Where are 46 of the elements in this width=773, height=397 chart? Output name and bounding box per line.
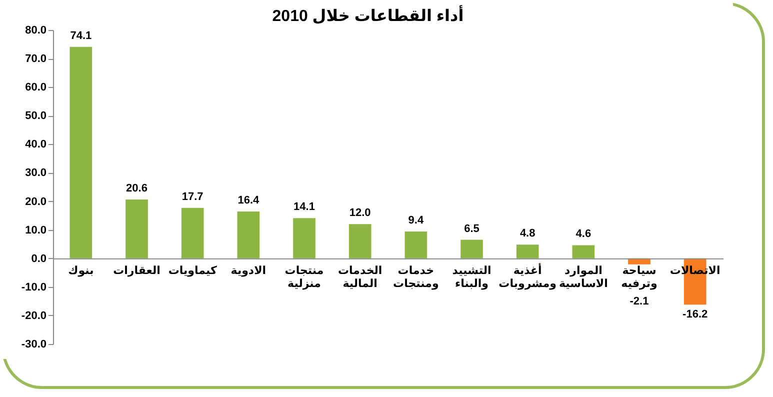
data-label: -2.1 xyxy=(630,295,649,308)
y-tick-label: -20.0 xyxy=(21,310,46,322)
y-tick-label: 0.0 xyxy=(31,252,46,265)
data-label: 20.6 xyxy=(126,182,148,195)
bar xyxy=(181,208,204,258)
data-label: 4.8 xyxy=(520,228,536,240)
x-tick-label: بنوك xyxy=(68,264,94,277)
data-label: -16.2 xyxy=(682,308,708,321)
x-tick-label: خدمات ومنتجات xyxy=(393,264,439,290)
x-tick-label: أغذية ومشروبات xyxy=(498,262,557,290)
bar xyxy=(70,46,92,258)
data-label: 6.5 xyxy=(464,222,480,235)
data-label: 74.1 xyxy=(70,30,92,42)
y-tick-label: 70.0 xyxy=(25,53,46,66)
y-tick-label: 10.0 xyxy=(25,224,46,236)
data-label: 17.7 xyxy=(182,190,204,203)
x-tick-label: الخدمات المالية xyxy=(338,264,382,290)
data-label: 14.1 xyxy=(294,201,315,214)
data-label: 9.4 xyxy=(408,214,424,227)
x-tick-label: منتجات منزلية xyxy=(284,264,324,290)
y-tick-label: 20.0 xyxy=(25,196,46,208)
y-tick-label: 50.0 xyxy=(25,110,46,122)
y-tick-label: 60.0 xyxy=(25,82,46,94)
bar xyxy=(126,200,148,258)
bar xyxy=(460,240,483,258)
y-tick-label: 30.0 xyxy=(25,167,46,180)
bar xyxy=(572,245,595,258)
y-tick-label: 80.0 xyxy=(25,24,46,36)
x-tick-label: العقارات xyxy=(113,264,160,277)
chart-title: أداء القطاعات خلال 2010 xyxy=(272,5,464,25)
bar xyxy=(293,218,316,258)
x-tick-label: التشييد والبناء xyxy=(452,264,492,290)
x-tick-label: سياحة وترفيه xyxy=(621,264,658,290)
data-label: 16.4 xyxy=(238,194,260,207)
x-tick-label: كيماويات xyxy=(168,264,218,277)
bar xyxy=(404,232,428,258)
bar xyxy=(237,212,260,258)
x-tick-label: الادوية xyxy=(230,264,266,277)
data-label: 12.0 xyxy=(349,207,371,220)
bar xyxy=(348,224,372,258)
x-tick-label: الموارد الاساسية xyxy=(558,264,608,290)
bar xyxy=(516,244,539,258)
y-tick-label: -30.0 xyxy=(21,338,46,350)
y-tick-label: 40.0 xyxy=(25,138,46,151)
y-tick-label: -10.0 xyxy=(21,281,46,294)
data-label: 4.6 xyxy=(576,228,592,240)
